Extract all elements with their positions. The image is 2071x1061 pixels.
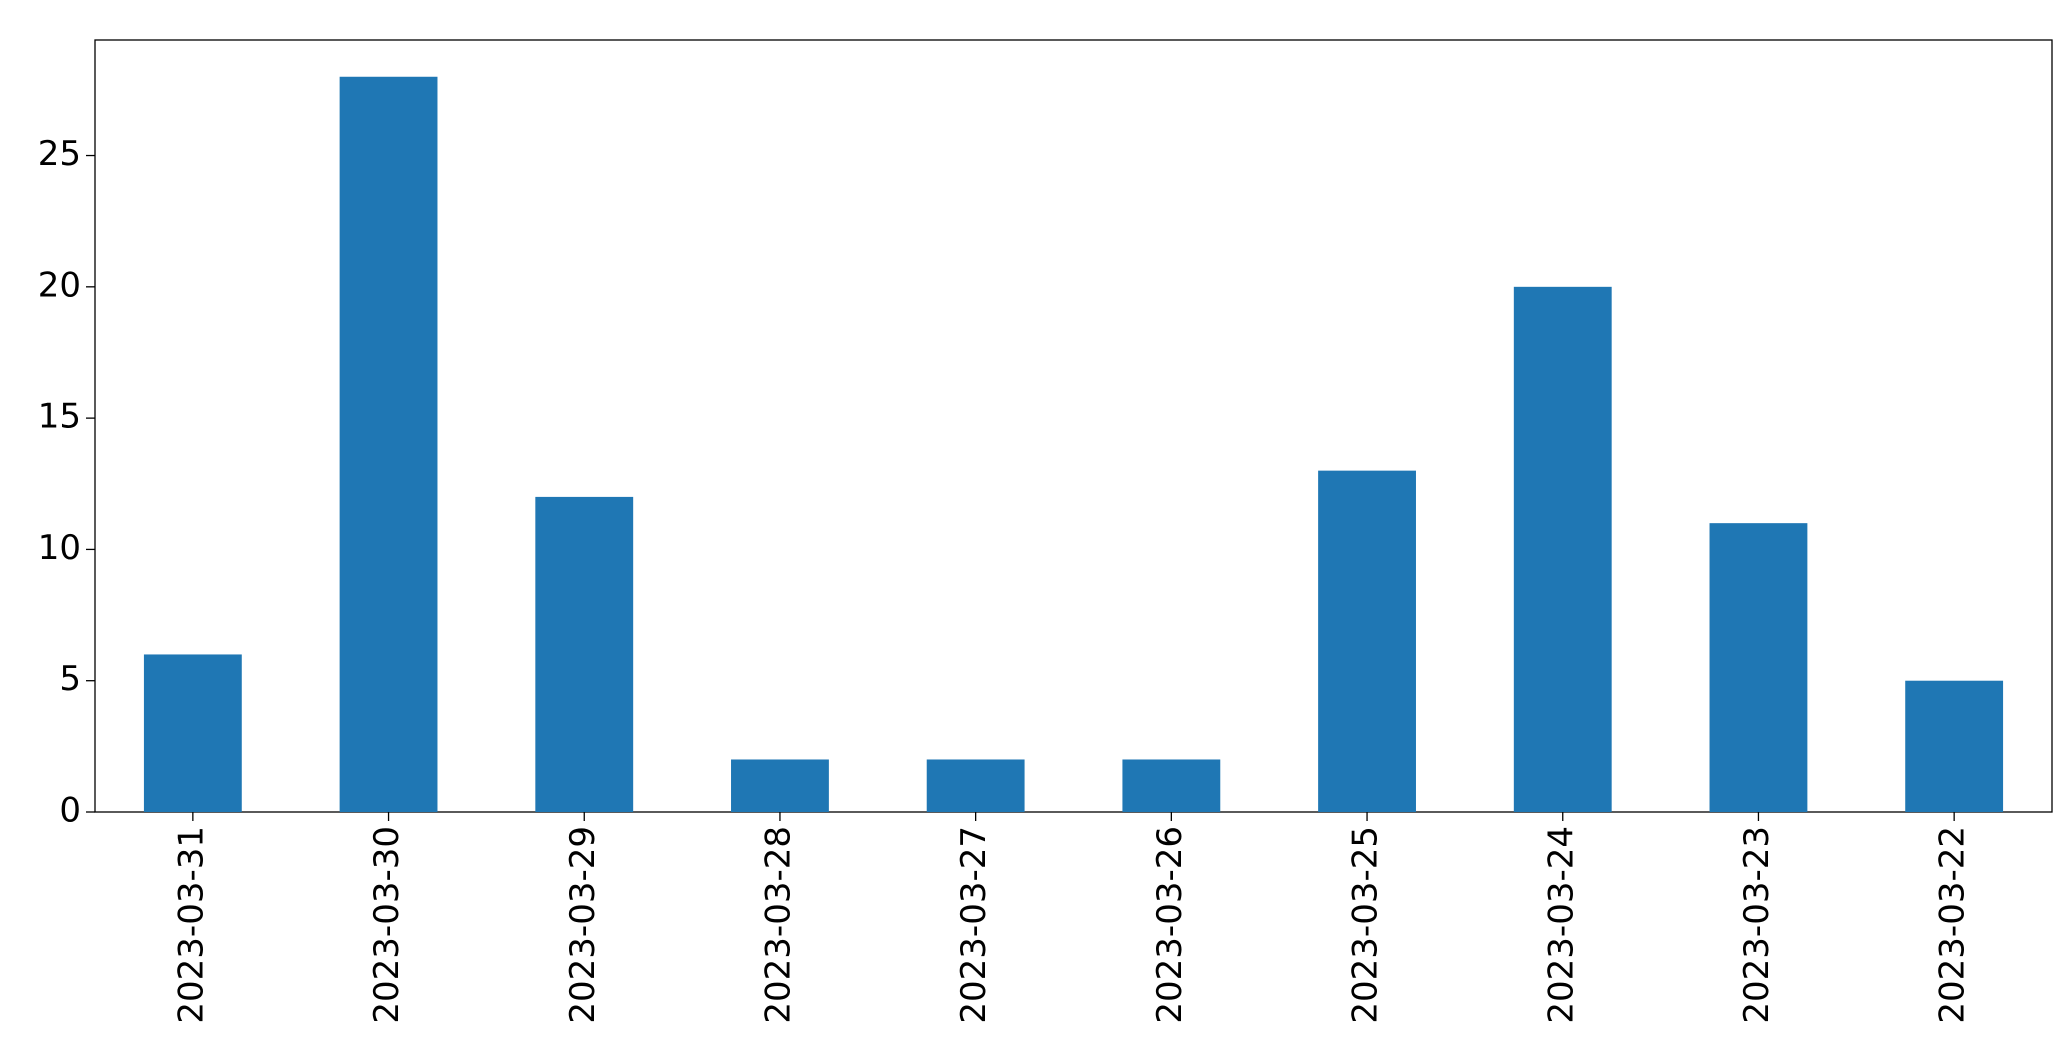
bar	[535, 496, 634, 812]
bar	[926, 759, 1025, 812]
bar	[731, 759, 829, 812]
x-tick-label: 2023-03-24	[1541, 826, 1581, 1024]
y-tick-label: 0	[59, 791, 81, 831]
y-tick-label: 20	[38, 265, 81, 305]
plot-frame	[94, 39, 2053, 813]
x-tick-label: 2023-03-29	[563, 826, 603, 1024]
bar	[143, 654, 242, 812]
bar	[1709, 523, 1808, 812]
x-tick-label: 2023-03-31	[171, 826, 211, 1024]
y-tick-label: 10	[38, 528, 81, 568]
x-tick-label: 2023-03-27	[954, 826, 994, 1024]
bar	[1513, 286, 1612, 812]
x-tick-label: 2023-03-22	[1933, 826, 1973, 1024]
bar	[1318, 470, 1416, 812]
y-tick-label: 15	[38, 397, 81, 437]
x-tick-label: 2023-03-26	[1150, 826, 1190, 1024]
x-tick-label: 2023-03-30	[367, 826, 407, 1024]
x-tick-label: 2023-03-23	[1737, 826, 1777, 1024]
bar	[1122, 759, 1221, 812]
x-tick-label: 2023-03-25	[1346, 826, 1386, 1024]
bar	[339, 76, 438, 812]
y-tick-label: 5	[59, 659, 81, 699]
x-tick-label: 2023-03-28	[758, 826, 798, 1024]
bar	[1905, 680, 2004, 812]
y-tick-label: 25	[38, 134, 81, 174]
